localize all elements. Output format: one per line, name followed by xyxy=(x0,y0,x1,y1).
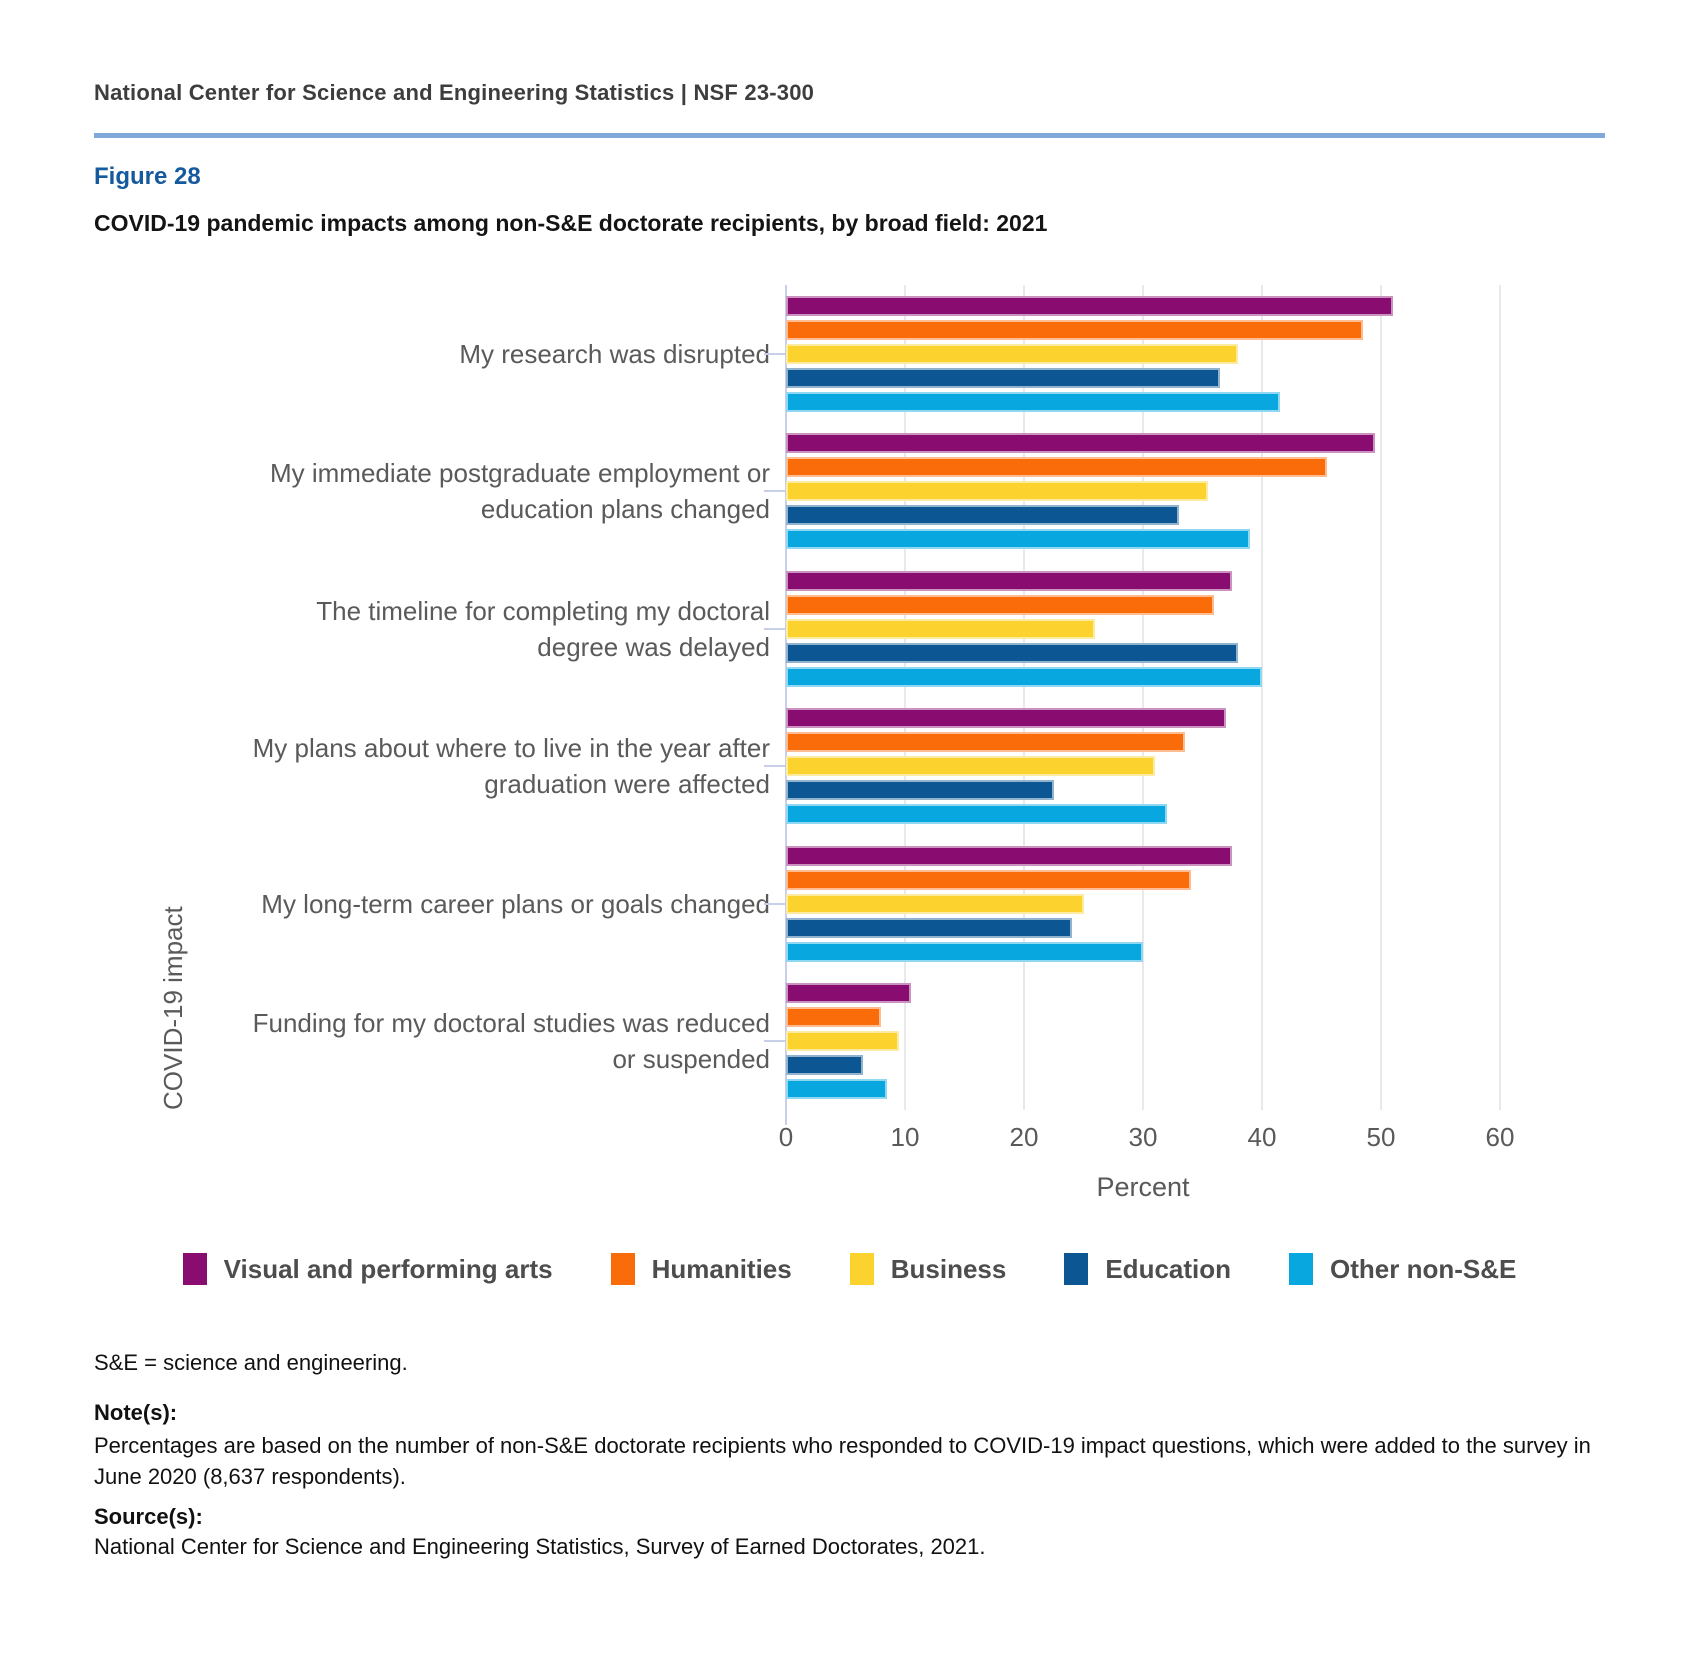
bar-education-cat5 xyxy=(786,917,1072,938)
bar-other-non-s-e-cat4 xyxy=(786,804,1167,825)
category-label-1: My research was disrupted xyxy=(459,338,770,369)
bar-other-non-s-e-cat3 xyxy=(786,666,1262,687)
bar-humanities-cat4 xyxy=(786,732,1185,753)
x-tick-label-0: 0 xyxy=(778,1122,794,1152)
bar-humanities-cat6 xyxy=(786,1007,882,1028)
source-label: Source(s): xyxy=(94,1504,203,1529)
legend-item-humanities: Humanities xyxy=(610,1253,792,1285)
legend-label: Visual and performing arts xyxy=(223,1253,553,1284)
bar-other-non-s-e-cat2 xyxy=(786,529,1251,550)
gridline-20 xyxy=(1023,285,1025,1110)
legend-label: Business xyxy=(890,1253,1007,1284)
bar-visual-and-performing-arts-cat5 xyxy=(786,845,1233,866)
bar-humanities-cat2 xyxy=(786,457,1328,478)
category-tick-5 xyxy=(764,902,786,905)
bar-visual-and-performing-arts-cat2 xyxy=(786,433,1376,454)
bar-business-cat2 xyxy=(786,481,1209,502)
legend: Visual and performing arts Humanities Busi… xyxy=(94,1253,1605,1285)
bar-business-cat5 xyxy=(786,893,1084,914)
bar-humanities-cat3 xyxy=(786,594,1215,615)
legend-label: Education xyxy=(1105,1253,1232,1284)
x-tick-label-30: 30 xyxy=(1128,1122,1158,1152)
legend-label: Humanities xyxy=(651,1253,792,1284)
y-axis-line xyxy=(785,285,787,1125)
category-tick-4 xyxy=(764,765,786,768)
bar-business-cat6 xyxy=(786,1031,900,1052)
legend-item-education: Education xyxy=(1064,1253,1231,1285)
bar-visual-and-performing-arts-cat1 xyxy=(786,295,1393,316)
gridline-50 xyxy=(1380,285,1382,1110)
bar-visual-and-performing-arts-cat3 xyxy=(786,570,1233,591)
legend-swatch-icon xyxy=(182,1253,207,1285)
bar-visual-and-performing-arts-cat4 xyxy=(786,708,1227,729)
report-header: National Center for Science and Engineer… xyxy=(94,80,815,105)
category-label-2: My immediate postgraduate employment or … xyxy=(269,458,770,525)
bar-business-cat3 xyxy=(786,618,1096,639)
gridline-30 xyxy=(1142,285,1144,1110)
category-tick-2 xyxy=(764,490,786,493)
figure-label: Figure 28 xyxy=(94,163,201,190)
category-tick-1 xyxy=(764,352,786,355)
bar-humanities-cat1 xyxy=(786,319,1364,340)
legend-swatch-icon xyxy=(1289,1253,1314,1285)
bar-education-cat1 xyxy=(786,367,1221,388)
category-label-3: The timeline for completing my doctoral … xyxy=(316,595,770,662)
notes-text: Percentages are based on the number of n… xyxy=(94,1433,1591,1489)
legend-item-visual-and-performing-arts: Visual and performing arts xyxy=(182,1253,553,1285)
bar-other-non-s-e-cat5 xyxy=(786,941,1143,962)
bar-visual-and-performing-arts-cat6 xyxy=(786,983,911,1004)
bar-education-cat6 xyxy=(786,1055,864,1076)
bar-other-non-s-e-cat1 xyxy=(786,391,1280,412)
x-axis-title: Percent xyxy=(1096,1172,1190,1202)
bar-business-cat1 xyxy=(786,343,1239,364)
notes-label: Note(s): xyxy=(94,1400,178,1425)
legend-item-other-non-s-e: Other non-S&E xyxy=(1289,1253,1516,1285)
category-tick-6 xyxy=(764,1040,786,1043)
abbreviation-note: S&E = science and engineering. xyxy=(94,1350,408,1375)
y-axis-title: COVID-19 impact xyxy=(158,906,188,1110)
header-rule xyxy=(94,133,1605,138)
category-tick-3 xyxy=(764,627,786,630)
gridline-60 xyxy=(1499,285,1501,1110)
category-label-6: Funding for my doctoral studies was redu… xyxy=(252,1008,770,1075)
x-tick-label-20: 20 xyxy=(1009,1122,1039,1152)
gridline-40 xyxy=(1261,285,1263,1110)
category-label-4: My plans about where to live in the year… xyxy=(252,733,770,800)
gridline-10 xyxy=(904,285,906,1110)
bar-education-cat4 xyxy=(786,780,1054,801)
source-text: National Center for Science and Engineer… xyxy=(94,1534,986,1559)
x-tick-label-60: 60 xyxy=(1485,1122,1515,1152)
x-tick-label-10: 10 xyxy=(890,1122,920,1152)
x-tick-label-50: 50 xyxy=(1366,1122,1396,1152)
bar-humanities-cat5 xyxy=(786,869,1191,890)
legend-swatch-icon xyxy=(610,1253,635,1285)
bar-other-non-s-e-cat6 xyxy=(786,1079,888,1100)
legend-swatch-icon xyxy=(849,1253,874,1285)
x-tick-label-40: 40 xyxy=(1247,1122,1277,1152)
bar-business-cat4 xyxy=(786,756,1155,777)
legend-item-business: Business xyxy=(849,1253,1007,1285)
bar-education-cat2 xyxy=(786,505,1179,526)
category-label-5: My long-term career plans or goals chang… xyxy=(261,888,770,919)
figure-title: COVID-19 pandemic impacts among non-S&E … xyxy=(94,210,1048,236)
plot-area xyxy=(785,285,1501,1125)
legend-swatch-icon xyxy=(1064,1253,1089,1285)
legend-label: Other non-S&E xyxy=(1330,1253,1517,1284)
bar-education-cat3 xyxy=(786,642,1239,663)
